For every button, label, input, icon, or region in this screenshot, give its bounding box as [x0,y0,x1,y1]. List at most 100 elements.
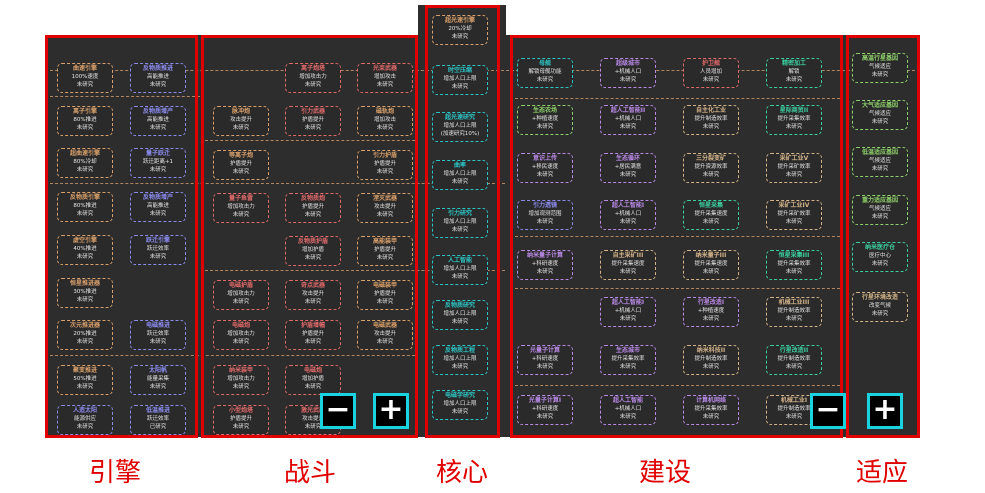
tech-node[interactable]: 反物质炮 护盾提升 未研究 [285,193,341,223]
tech-node[interactable]: 纳米装甲 增加攻击力 未研究 [213,365,269,395]
tech-node-status: (加速研究10%) [440,131,480,137]
tech-node[interactable]: 计算机网络 提升采集效率 未研究 [683,395,739,425]
tech-node-title: 奇点武器 [300,282,325,289]
tech-node[interactable]: 人造太阳 能源供应 未研究 [57,405,113,435]
tech-node[interactable]: 电磁炮 增加护盾 未研究 [285,365,341,395]
tech-node[interactable]: 太阳帆 能量采集 未研究 [130,365,186,395]
tech-node[interactable]: 引力研究 增加人口上限 未研究 [432,208,488,238]
tech-node-title: 护卫舰 [701,60,720,67]
tech-node[interactable]: 跃迁引擎 跃迁效率 未研究 [130,235,186,265]
tech-node[interactable]: 奇点武器 攻击提升 未研究 [285,280,341,310]
tech-node[interactable]: 光量子计算I +科研速度 未研究 [517,395,573,425]
tech-node[interactable]: 高温行星基因 气候适应 未研究 [852,53,908,83]
tech-node[interactable]: 聚变推进 50%推进 未研究 [57,365,113,395]
tech-node[interactable]: 曲速引擎 100%速度 未研究 [57,63,113,93]
tech-node-effect: 增加攻击 [373,74,396,80]
tech-node[interactable]: 行星环境改造 改变气候 未研究 [852,292,908,322]
tech-node[interactable]: 超人工智能 +机械人口 未研究 [600,395,656,425]
tech-node[interactable]: 纳米量子III 提升采集速度 未研究 [683,250,739,280]
tech-node[interactable]: 反物质推进 高能推进 未研究 [130,63,186,93]
section-label-engine: 引擎 [88,458,141,488]
zoom-out-button-left[interactable]: − [320,393,356,429]
tech-node[interactable]: 电磁炮 增加攻击力 未研究 [213,320,269,350]
tech-node[interactable]: 引力护盾 护盾提升 未研究 [357,150,413,180]
tech-node[interactable]: 湮灭武器 攻击提升 未研究 [357,193,413,223]
connector-line [50,355,415,356]
tech-node[interactable]: 次元推进器 20%推进 未研究 [57,320,113,350]
tech-node[interactable]: 电磁学研究 增加人口上限 未研究 [432,390,488,420]
tech-node[interactable]: 电磁装甲 护盾提升 未研究 [357,280,413,310]
tech-node[interactable]: 大气适应基因 气候适应 未研究 [852,100,908,130]
tech-node[interactable]: 反物质增产 高能推进 未研究 [130,106,186,136]
tech-node-effect: 攻击提升 [301,291,324,297]
tech-node[interactable]: 重力适应基因 气候适应 未研究 [852,195,908,225]
tech-node[interactable]: 纳米量子计算 +科研速度 未研究 [517,250,573,280]
tech-node[interactable]: 超光速引擎 20%冷却 未研究 [432,15,488,45]
tech-node[interactable]: 光束武器 增加攻击 未研究 [357,63,413,93]
tech-node[interactable]: 超人工智能I +机械人口 未研究 [600,200,656,230]
tech-node[interactable]: 三分裂变矿 提升资源效率 未研究 [683,153,739,183]
tech-node[interactable]: 超人工智能II +机械人口 未研究 [600,105,656,135]
tech-node[interactable]: 磁轨炮 增加攻击 未研究 [357,106,413,136]
tech-node[interactable]: 反物质工程 增加人口上限 未研究 [432,345,488,375]
tech-node[interactable]: 生态农场 +种植速度 未研究 [517,105,573,135]
tech-node-effect: 20%推进 [73,331,97,337]
tech-node[interactable]: 行星改造II 提升制造效率 未研究 [766,345,822,375]
tech-node[interactable]: 自主化工业 提升制造效率 未研究 [683,105,739,135]
tech-node-title: 跃迁引擎 [145,237,170,244]
tech-node[interactable]: 反物质研究 增加人口上限 未研究 [432,300,488,330]
tech-node[interactable]: 引力武器 护盾提升 未研究 [285,106,341,136]
tech-node[interactable]: 机械工业III 提升制造效率 未研究 [766,297,822,327]
tech-node[interactable]: 小型炮塔 护盾提升 未研究 [213,405,269,435]
tech-node[interactable]: 母舰 解锁母舰功能 未研究 [517,58,573,88]
tech-node[interactable]: 低温推进 跃迁效率 已研究 [130,405,186,435]
tech-node[interactable]: 超光速研究 增加人口上限 (加速研究10%) [432,112,488,142]
tech-node[interactable]: 反物质增产 高能推进 未研究 [130,192,186,222]
tech-node[interactable]: 采矿工业IV 提升采矿效率 未研究 [766,200,822,230]
tech-node[interactable]: 低温适应基因 气候适应 未研究 [852,147,908,177]
tech-node[interactable]: 护盾增幅 护盾提升 未研究 [285,320,341,350]
tech-node[interactable]: 电磁护盾 增加攻击力 未研究 [213,280,269,310]
tech-node[interactable]: 生态城市 提升采集效率 未研究 [600,345,656,375]
tech-node[interactable]: 离子炮塔 增加攻击力 未研究 [285,63,341,93]
tech-node[interactable]: 时空压缩 增加人口上限 未研究 [432,65,488,95]
tech-node[interactable]: 采矿工业V 提升采矿效率 未研究 [766,153,822,183]
tech-node[interactable]: 恒星推进器 30%推进 未研究 [57,278,113,308]
tech-node[interactable]: 星际商贸II 提升采集效率 未研究 [766,105,822,135]
tech-node[interactable]: 纳米医疗仓 医疗中心 未研究 [852,242,908,272]
tech-node[interactable]: 电磁武器 攻击提升 未研究 [357,320,413,350]
tech-node[interactable]: 生态循环 +居民满意 未研究 [600,153,656,183]
tech-node[interactable]: 纳米科技II 提升制造效率 未研究 [683,345,739,375]
tech-node-effect: 提升采集速度 [694,211,728,217]
tech-node[interactable]: 超级城市 +机械人口 未研究 [600,58,656,88]
zoom-in-button-left[interactable]: + [373,393,409,429]
tech-node-effect: 增加人口上限 [443,76,477,82]
tech-node-effect: 增加攻击力 [227,376,255,382]
tech-node[interactable]: 护卫舰 人员增加 未研究 [683,58,739,88]
tech-node[interactable]: 引力透镜 增加观测范围 未研究 [517,200,573,230]
tech-node[interactable]: 离子引擎 80%推进 未研究 [57,106,113,136]
zoom-out-button-right[interactable]: − [810,393,846,429]
tech-node[interactable]: 人工智能 增加人口上限 未研究 [432,255,488,285]
tech-node[interactable]: 精密加工 解锁 未研究 [766,58,822,88]
tech-node[interactable]: 脉冲炮 攻击提升 未研究 [213,106,269,136]
tech-node[interactable]: 反物质护盾 增加护盾 未研究 [285,236,341,266]
tech-node[interactable]: 自主采矿III 提升采集速度 未研究 [600,250,656,280]
tech-node[interactable]: 曲率 增加人口上限 未研究 [432,160,488,190]
tech-node[interactable]: 高能装甲 护盾提升 未研究 [357,236,413,266]
tech-node[interactable]: 量子鱼雷 增加攻击力 未研究 [213,193,269,223]
tech-node-title: 量子跃迁 [145,150,170,157]
tech-node[interactable]: 电磁推进 跃迁效率 未研究 [130,320,186,350]
tech-node[interactable]: 量子跃迁 跃迁距离+1 未研究 [130,148,186,178]
tech-node[interactable]: 反物质引擎 80%推进 未研究 [57,192,113,222]
tech-node[interactable]: 超曲速引擎 80%冷却 未研究 [57,148,113,178]
tech-node[interactable]: 行星改造I +种植速度 未研究 [683,297,739,327]
tech-node[interactable]: 等离子炮 护盾提升 未研究 [213,150,269,180]
tech-node[interactable]: 意识上传 +移民速度 未研究 [517,153,573,183]
tech-node[interactable]: 超人工智能I +机械人口 未研究 [600,297,656,327]
tech-node[interactable]: 恒星采集III 提升采集效率 未研究 [766,250,822,280]
tech-node[interactable]: 光量子计算 +科研速度 未研究 [517,345,573,375]
zoom-in-button-right[interactable]: + [867,393,903,429]
tech-node[interactable]: 虚空引擎 40%推进 未研究 [57,235,113,265]
tech-node[interactable]: 恒星采集 提升采集速度 未研究 [683,200,739,230]
